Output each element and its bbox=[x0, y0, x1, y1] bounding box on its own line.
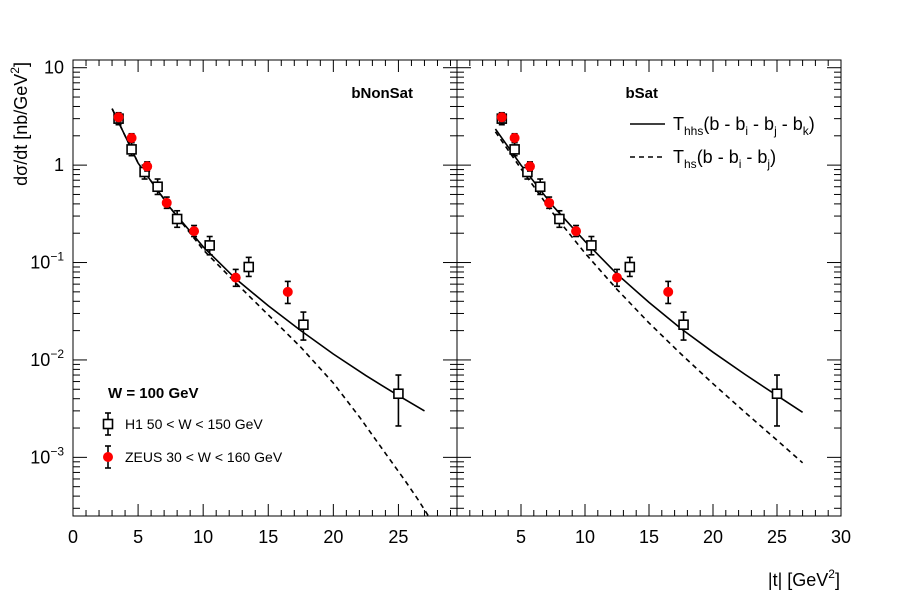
x-tick-label: 25 bbox=[767, 527, 787, 547]
panel-title: bNonSat bbox=[351, 85, 413, 102]
h1-data-point bbox=[554, 209, 565, 229]
x-tick-label: 15 bbox=[639, 527, 659, 547]
y-tick-label: 10−1 bbox=[30, 250, 64, 273]
curve-ths bbox=[494, 131, 804, 464]
circle-marker bbox=[496, 112, 507, 123]
legend-curves: Thhs(b - bi - bj - bk) Ths(b - bi - bj) bbox=[630, 114, 815, 171]
circle-marker bbox=[509, 132, 520, 143]
zeus-data-point bbox=[142, 161, 153, 172]
zeus-data-point bbox=[496, 111, 507, 123]
x-axis-label: |t| [GeV2] bbox=[768, 567, 840, 590]
x-tick-label: 0 bbox=[68, 527, 78, 547]
h1-data-point bbox=[678, 311, 689, 341]
zeus-data-point bbox=[126, 132, 137, 144]
legend-zeus-label: ZEUS 30 < W < 160 GeV bbox=[125, 449, 283, 465]
square-marker bbox=[624, 261, 636, 273]
square-marker bbox=[126, 144, 137, 155]
square-marker bbox=[393, 388, 404, 400]
y-tick-label: 1 bbox=[54, 155, 64, 175]
x-tick-label: 20 bbox=[323, 527, 343, 547]
zeus-data-point bbox=[524, 161, 535, 172]
h1-data-point bbox=[771, 374, 783, 427]
circle-marker bbox=[230, 272, 241, 283]
circle-marker bbox=[571, 226, 582, 237]
y-tick-label: 10−2 bbox=[30, 347, 64, 370]
x-tick-label: 20 bbox=[703, 527, 723, 547]
square-marker bbox=[298, 319, 309, 331]
curve-thhs bbox=[494, 128, 804, 413]
circle-marker bbox=[126, 132, 137, 143]
square-marker bbox=[678, 319, 689, 331]
h1-data-point bbox=[624, 256, 636, 278]
legend-h1-label: H1 50 < W < 150 GeV bbox=[125, 416, 263, 432]
y-axis-label: dσ/dt [nb/GeV2] bbox=[8, 62, 31, 186]
x-tick-label: 15 bbox=[258, 527, 278, 547]
zeus-data-point bbox=[189, 224, 200, 238]
circle-marker bbox=[282, 286, 293, 297]
legend-thhs-label: Thhs(b - bi - bj - bk) bbox=[673, 114, 815, 138]
square-marker bbox=[509, 144, 520, 155]
x-tick-label: 10 bbox=[193, 527, 213, 547]
h1-data-point bbox=[126, 141, 137, 157]
x-tick-label: 30 bbox=[831, 527, 851, 547]
panel-frame bbox=[72, 59, 458, 517]
square-marker bbox=[171, 213, 183, 225]
panel-bnonsat: 0 5 10 15 20 25 bNonSat bbox=[68, 59, 458, 547]
circle-marker bbox=[663, 286, 674, 297]
h1-data-point bbox=[534, 178, 546, 196]
x-tick-label: 25 bbox=[388, 527, 408, 547]
h1-data-point bbox=[171, 209, 183, 229]
square-marker bbox=[554, 213, 565, 225]
zeus-data-point bbox=[161, 196, 172, 210]
square-marker bbox=[152, 181, 163, 193]
circle-marker bbox=[524, 161, 535, 172]
h1-data-point bbox=[509, 141, 520, 157]
curve-ths bbox=[111, 108, 430, 517]
panel-bsat: 5 10 15 20 25 30 bSat bbox=[456, 59, 851, 547]
x-tick-label: 5 bbox=[516, 527, 526, 547]
h1-data-point bbox=[393, 374, 404, 427]
annotation-w: W = 100 GeV bbox=[108, 385, 198, 402]
square-marker bbox=[204, 240, 215, 251]
circle-marker bbox=[612, 272, 622, 283]
panel-title: bSat bbox=[625, 85, 658, 102]
square-marker bbox=[586, 240, 597, 251]
h1-data-point bbox=[243, 256, 255, 278]
circle-marker bbox=[113, 112, 124, 123]
circle-marker bbox=[544, 197, 555, 208]
zeus-data-point bbox=[663, 280, 674, 305]
y-tick-label: 10−3 bbox=[30, 444, 64, 467]
zeus-data-point bbox=[113, 111, 124, 123]
x-tick-label: 5 bbox=[133, 527, 143, 547]
curve-thhs bbox=[111, 108, 425, 412]
zeus-data-point bbox=[544, 196, 555, 210]
legend-ths-label: Ths(b - bi - bj) bbox=[673, 147, 776, 171]
zeus-data-point bbox=[230, 268, 241, 288]
square-marker bbox=[771, 388, 783, 400]
zeus-data-point bbox=[282, 280, 293, 305]
legend-square-marker bbox=[102, 418, 114, 430]
circle-marker bbox=[142, 161, 153, 172]
square-marker bbox=[243, 261, 255, 273]
zeus-data-point bbox=[571, 224, 582, 238]
zeus-data-point bbox=[612, 268, 622, 288]
h1-data-point bbox=[204, 235, 215, 256]
legend-data: W = 100 GeV H1 50 < W < 150 GeV ZEUS 30 < … bbox=[102, 385, 283, 469]
legend-circle-marker bbox=[103, 452, 113, 462]
circle-marker bbox=[161, 197, 172, 208]
h1-data-point bbox=[586, 235, 597, 256]
x-tick-label: 10 bbox=[575, 527, 595, 547]
y-axis-labels: 10 1 10−1 10−2 10−3 bbox=[30, 58, 64, 468]
y-tick-label: 10 bbox=[44, 58, 64, 78]
zeus-data-point bbox=[509, 132, 520, 144]
h1-data-point bbox=[152, 178, 163, 196]
h1-data-point bbox=[298, 311, 309, 341]
circle-marker bbox=[189, 226, 200, 237]
square-marker bbox=[534, 181, 546, 193]
